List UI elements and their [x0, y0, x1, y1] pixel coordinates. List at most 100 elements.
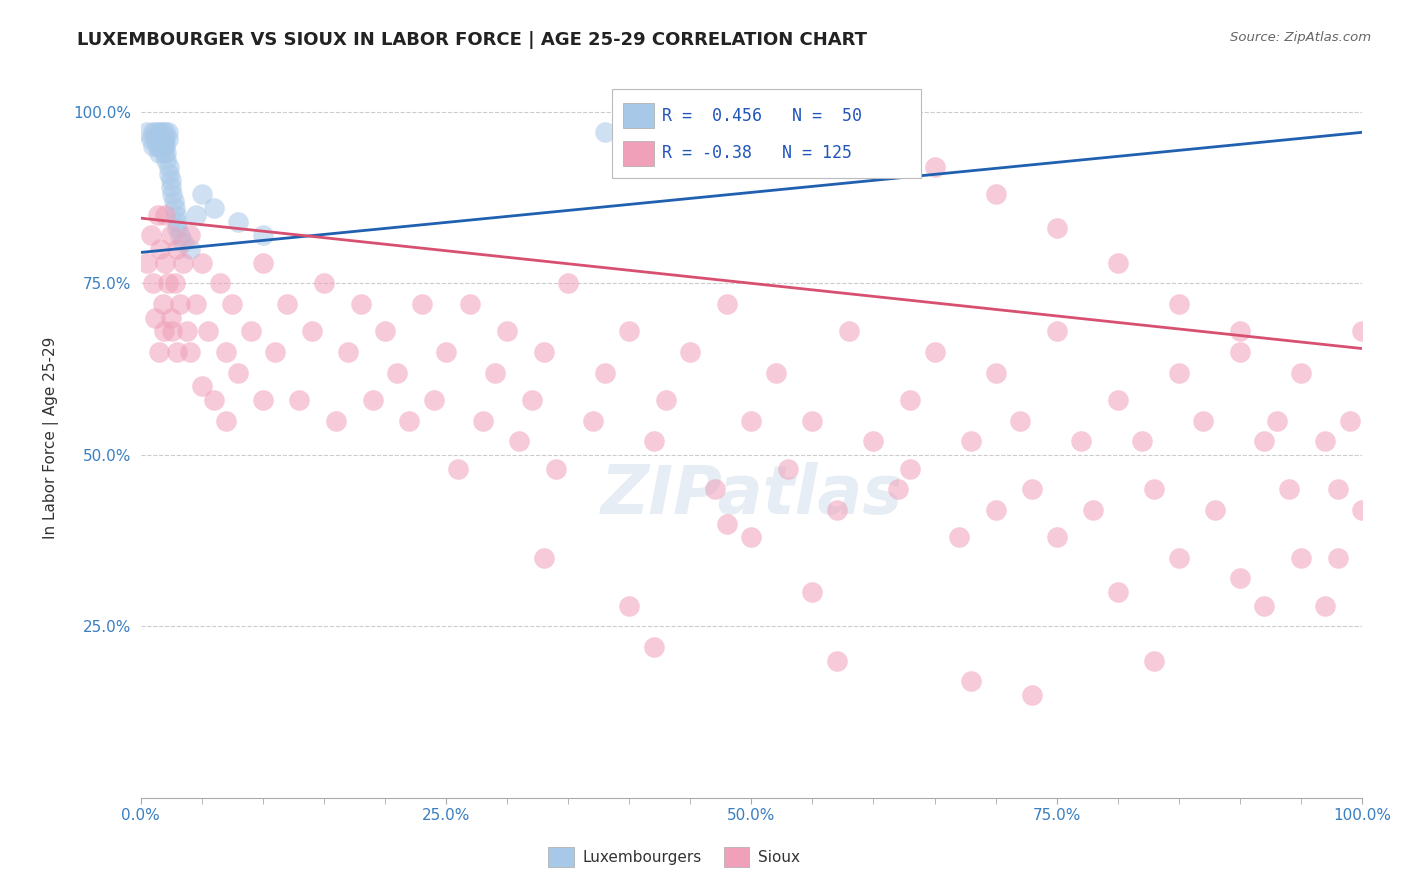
- Point: [184, 297, 207, 311]
- Point: [1315, 434, 1337, 449]
- Point: [557, 277, 579, 291]
- Point: [145, 310, 167, 325]
- Point: [142, 277, 165, 291]
- Point: [960, 674, 983, 689]
- Point: [325, 414, 347, 428]
- Point: [619, 599, 641, 613]
- Point: [619, 132, 641, 146]
- Point: [398, 414, 420, 428]
- Point: [215, 345, 238, 359]
- Point: [838, 324, 860, 338]
- Point: [1083, 503, 1105, 517]
- Point: [1107, 392, 1129, 407]
- Point: [1008, 414, 1031, 428]
- Point: [1143, 482, 1166, 496]
- Point: [387, 366, 409, 380]
- Point: [1204, 503, 1226, 517]
- Point: [152, 132, 174, 146]
- Point: [520, 392, 543, 407]
- Point: [716, 125, 738, 139]
- Point: [411, 297, 433, 311]
- Point: [655, 392, 678, 407]
- Point: [142, 125, 165, 139]
- Point: [898, 392, 921, 407]
- Point: [139, 132, 162, 146]
- Point: [166, 242, 188, 256]
- Point: [801, 585, 824, 599]
- Point: [1326, 482, 1348, 496]
- Point: [740, 414, 762, 428]
- Point: [984, 503, 1007, 517]
- Point: [166, 221, 188, 235]
- Point: [887, 125, 910, 139]
- Point: [887, 482, 910, 496]
- Point: [148, 145, 170, 160]
- Point: [1130, 434, 1153, 449]
- Point: [1167, 366, 1189, 380]
- Point: [252, 256, 274, 270]
- Text: R =  0.456   N =  50: R = 0.456 N = 50: [662, 107, 862, 125]
- Point: [157, 160, 180, 174]
- Point: [423, 392, 446, 407]
- Point: [1167, 550, 1189, 565]
- Point: [1167, 297, 1189, 311]
- Point: [239, 324, 262, 338]
- Point: [155, 145, 177, 160]
- Point: [153, 145, 176, 160]
- Point: [643, 434, 665, 449]
- Point: [825, 503, 848, 517]
- Point: [619, 324, 641, 338]
- Text: Luxembourgers: Luxembourgers: [582, 850, 702, 864]
- Point: [1229, 571, 1251, 585]
- Point: [801, 414, 824, 428]
- Point: [1192, 414, 1215, 428]
- Point: [150, 139, 173, 153]
- Point: [153, 139, 176, 153]
- Text: LUXEMBOURGER VS SIOUX IN LABOR FORCE | AGE 25-29 CORRELATION CHART: LUXEMBOURGER VS SIOUX IN LABOR FORCE | A…: [77, 31, 868, 49]
- Point: [135, 125, 157, 139]
- Point: [765, 125, 787, 139]
- Point: [155, 153, 177, 167]
- Text: Source: ZipAtlas.com: Source: ZipAtlas.com: [1230, 31, 1371, 45]
- Point: [179, 345, 201, 359]
- Point: [276, 297, 298, 311]
- Point: [145, 132, 167, 146]
- Y-axis label: In Labor Force | Age 25-29: In Labor Force | Age 25-29: [44, 336, 59, 539]
- Text: R = -0.38   N = 125: R = -0.38 N = 125: [662, 145, 852, 162]
- Point: [264, 345, 287, 359]
- Point: [184, 208, 207, 222]
- Point: [1021, 482, 1043, 496]
- Point: [1070, 434, 1092, 449]
- Point: [361, 392, 384, 407]
- Point: [581, 414, 603, 428]
- Text: Sioux: Sioux: [758, 850, 800, 864]
- Point: [153, 132, 176, 146]
- Point: [1315, 599, 1337, 613]
- Point: [139, 228, 162, 243]
- Point: [1265, 414, 1288, 428]
- Point: [496, 324, 519, 338]
- Point: [166, 214, 188, 228]
- Point: [374, 324, 396, 338]
- Point: [191, 379, 214, 393]
- Point: [1351, 503, 1374, 517]
- Point: [679, 345, 702, 359]
- Point: [172, 235, 194, 249]
- Point: [145, 125, 167, 139]
- Point: [135, 256, 157, 270]
- Point: [533, 345, 555, 359]
- Point: [176, 324, 198, 338]
- Point: [948, 530, 970, 544]
- Point: [163, 277, 186, 291]
- Point: [148, 345, 170, 359]
- Point: [1046, 221, 1069, 235]
- Point: [179, 242, 201, 256]
- Point: [146, 208, 169, 222]
- Point: [1107, 585, 1129, 599]
- Point: [716, 297, 738, 311]
- Point: [1046, 324, 1069, 338]
- Point: [349, 297, 371, 311]
- Point: [142, 139, 165, 153]
- Point: [215, 414, 238, 428]
- Point: [179, 228, 201, 243]
